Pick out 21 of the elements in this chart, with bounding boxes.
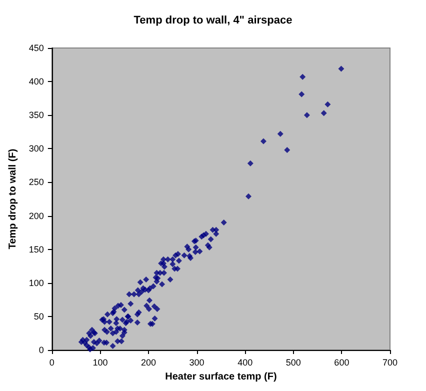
x-tick-label: 600 [334,358,350,368]
y-tick-label: 50 [34,311,44,322]
x-tick-label: 100 [92,358,108,368]
x-tick-label: 300 [189,358,204,368]
y-tick-label: 100 [28,278,44,288]
x-tick-label: 400 [238,358,253,368]
chart-title: Temp drop to wall, 4" airspace [134,14,292,26]
x-axis-title: Heater surface temp (F) [165,372,277,382]
y-tick-label: 350 [28,110,44,120]
x-tick-label: 500 [286,358,301,368]
y-axis-title: Temp drop to wall (F) [8,148,18,250]
y-tick-label: 0 [38,345,44,355]
y-tick-label: 450 [28,43,44,53]
x-tick-label: 0 [49,358,54,368]
x-tick-label: 200 [140,358,156,368]
y-tick-label: 300 [28,144,44,154]
y-tick-label: 250 [28,177,44,188]
y-tick-label: 400 [28,76,44,87]
x-tick-label: 700 [382,358,398,368]
y-tick-label: 150 [28,244,44,254]
y-tick-label: 200 [28,210,44,221]
